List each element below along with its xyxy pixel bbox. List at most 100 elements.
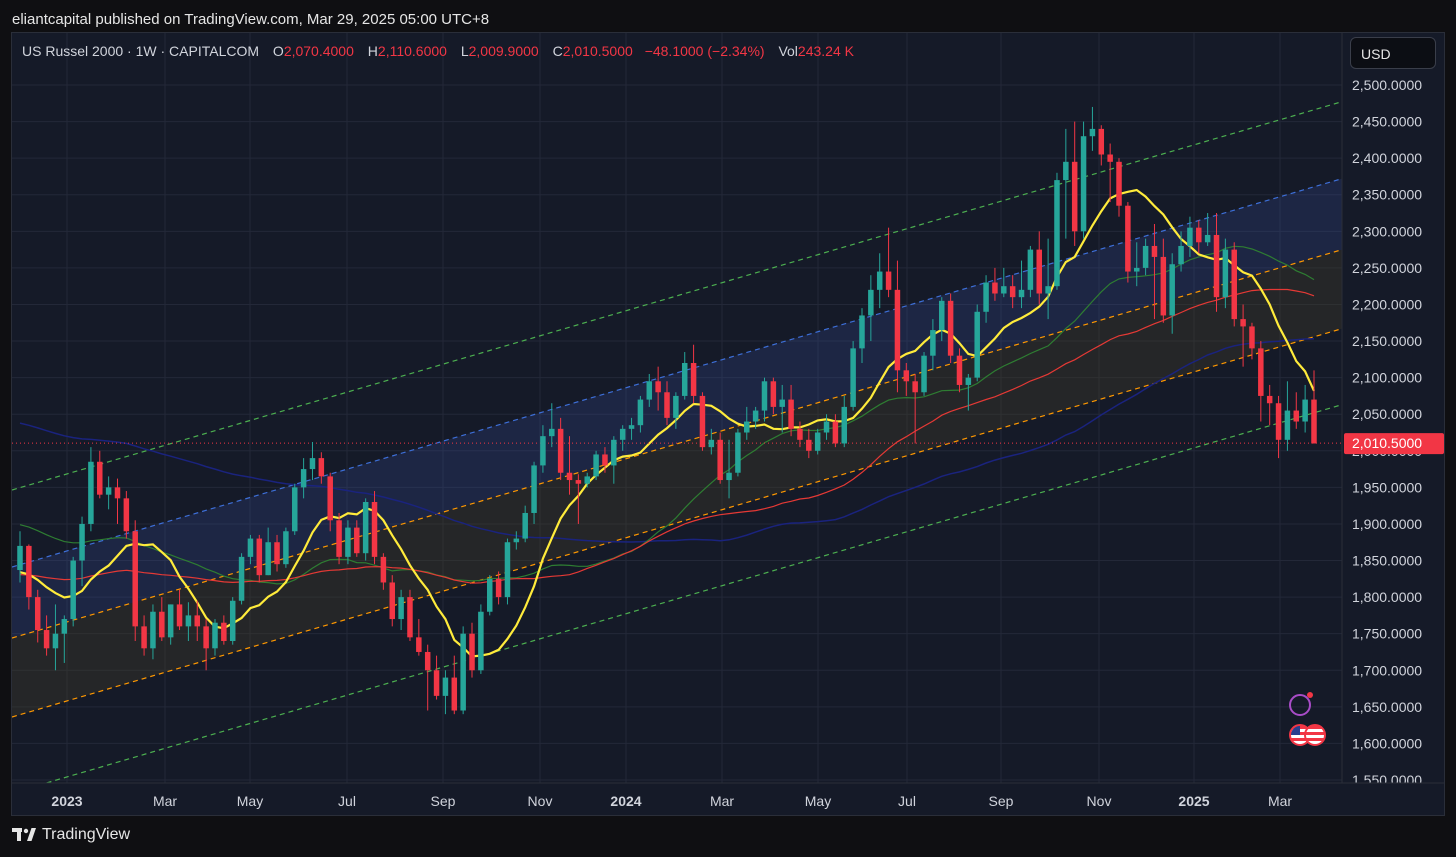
candle-body (256, 538, 263, 576)
y-tick-label: 2,350.0000 (1352, 187, 1422, 203)
candle-body (1178, 245, 1184, 265)
candle-body (540, 436, 546, 466)
candle-body (70, 560, 76, 620)
candle-body (726, 472, 732, 481)
candle-body (708, 439, 715, 448)
channel-line-mid (12, 219, 1444, 639)
candle-body (238, 556, 245, 601)
candle-body (478, 611, 484, 671)
y-tick-label: 1,600.0000 (1352, 735, 1422, 751)
x-tick-label: Nov (528, 793, 553, 809)
candle-body (504, 542, 511, 598)
candle-body (221, 622, 227, 641)
candle-body (549, 428, 555, 437)
channel-line-upper (12, 148, 1444, 568)
candle-body (1311, 399, 1317, 444)
candle-body (1116, 161, 1122, 206)
candle-body (123, 498, 130, 532)
channel-line-outer-top (12, 71, 1444, 491)
x-tick-label: 2024 (610, 793, 641, 809)
candle-body (292, 487, 298, 532)
candle-body (788, 399, 794, 429)
y-tick-label: 1,750.0000 (1352, 626, 1422, 642)
candle-body (17, 545, 23, 571)
candle-body (1098, 128, 1105, 155)
candle-body (814, 432, 821, 451)
y-tick-label: 2,200.0000 (1352, 296, 1422, 312)
x-tick-label: May (805, 793, 831, 809)
candle-body (1258, 348, 1264, 396)
candle-body (327, 476, 333, 521)
candle-body (424, 651, 431, 671)
x-tick-label: 2023 (51, 793, 82, 809)
price-chart[interactable]: 2,500.0000 2,450.0000 2,400.0000 2,350.0000… (12, 33, 1445, 816)
y-tick-label: 1,700.0000 (1352, 662, 1422, 678)
y-tick-label: 2,100.0000 (1352, 370, 1422, 386)
channel-line-lower (12, 298, 1444, 718)
candle-body (265, 542, 271, 576)
channel-band-lower (12, 249, 1342, 717)
candle-body (1196, 227, 1202, 243)
currency-button[interactable]: USD (1350, 37, 1436, 69)
candle-body (1266, 395, 1273, 404)
current-price-label: 2,010.5000 (1352, 435, 1422, 451)
candle-body (779, 399, 785, 407)
candle-body (903, 370, 910, 382)
x-tick-label: 2025 (1178, 793, 1209, 809)
volume-value: 243.24 K (797, 43, 854, 59)
candle-body (1213, 234, 1220, 298)
candle-body (354, 527, 360, 554)
candle-body (744, 421, 750, 433)
symbol-legend: US Russel 2000 · 1W · CAPITALCOM O2,070.… (22, 43, 854, 59)
candle-body (637, 399, 644, 426)
published-header: eliantcapital published on TradingView.c… (0, 0, 1456, 36)
tradingview-logo[interactable]: TradingView (12, 826, 130, 844)
candle-body (43, 630, 50, 649)
candle-body (513, 538, 520, 543)
candle-body (1125, 205, 1131, 272)
candle-body (229, 600, 236, 641)
candle-body (389, 582, 395, 620)
candle-body (380, 556, 387, 583)
candle-body (956, 355, 963, 385)
candle-body (97, 461, 103, 495)
candle-body (974, 311, 980, 378)
candle-body (1160, 256, 1167, 316)
candle-body (1027, 249, 1034, 290)
candle-body (1142, 245, 1149, 268)
brand-name: TradingView (42, 826, 131, 843)
flash-alert-icon[interactable] (1289, 692, 1313, 716)
chart-frame[interactable]: 2,500.0000 2,450.0000 2,400.0000 2,350.0000… (11, 32, 1445, 816)
candle-body (921, 355, 927, 393)
high-value: 2,110.6000 (377, 43, 447, 59)
candle-body (451, 677, 458, 711)
candle-body (79, 523, 85, 561)
candle-body (761, 381, 768, 411)
price-axis-background (1342, 33, 1444, 815)
moving-average-red (19, 288, 1315, 584)
candle-body (88, 461, 94, 524)
candle-body (1133, 267, 1140, 272)
x-tick-label: Mar (153, 793, 177, 809)
candle-body (1204, 234, 1211, 243)
candle-body (1222, 249, 1229, 298)
candle-body (247, 538, 254, 557)
candle-body (61, 619, 68, 634)
candle-body (114, 487, 121, 499)
channel-line-outer-bottom (12, 374, 1444, 794)
x-tick-label: Sep (989, 793, 1014, 809)
moving-average-yellow (19, 188, 1315, 658)
candle-body (371, 502, 378, 557)
candle-body (318, 458, 325, 477)
us-flag-icon-secondary[interactable] (1304, 724, 1326, 746)
candle-body (566, 472, 573, 481)
candle-body (983, 282, 989, 312)
footer: TradingView (0, 816, 1456, 857)
open-label: O (272, 43, 284, 59)
candle-body (416, 637, 422, 652)
volume-label: Vol (778, 43, 798, 59)
x-tick-label: Mar (1268, 793, 1292, 809)
candle-body (176, 604, 183, 627)
y-tick-label: 2,150.0000 (1352, 333, 1422, 349)
candle-body (1302, 399, 1308, 422)
